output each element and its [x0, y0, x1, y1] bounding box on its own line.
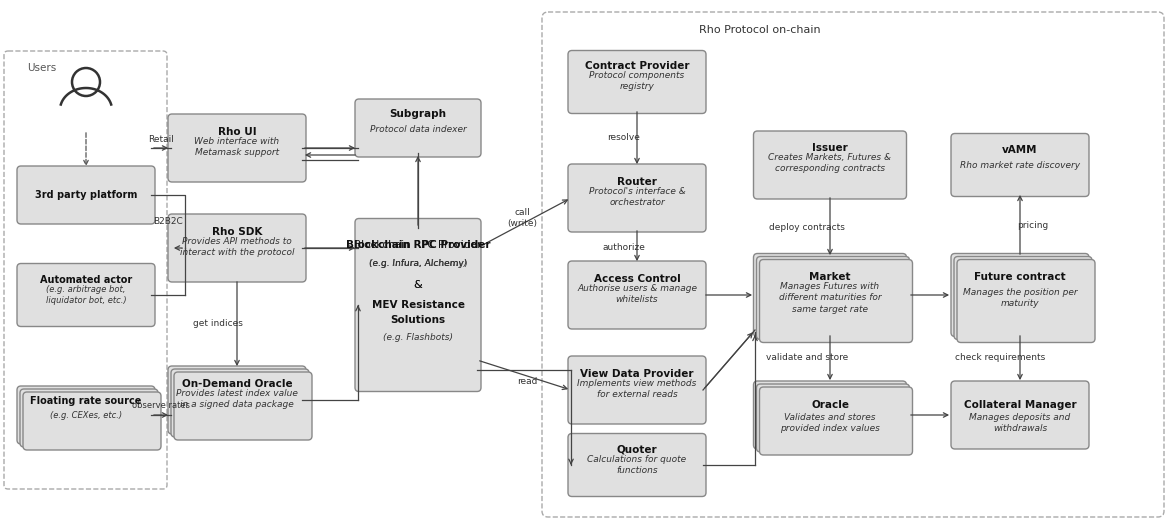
Text: call
(write): call (write)	[507, 208, 537, 228]
Text: Blockchain RPC Provider: Blockchain RPC Provider	[354, 240, 482, 250]
Text: Creates Markets, Futures &
corresponding contracts: Creates Markets, Futures & corresponding…	[769, 153, 892, 173]
Text: Rho SDK: Rho SDK	[212, 227, 263, 237]
Text: get indices: get indices	[193, 319, 243, 328]
Text: check requirements: check requirements	[955, 354, 1045, 363]
Text: authorize: authorize	[602, 242, 646, 251]
Text: (e.g. Infura, Alchemy): (e.g. Infura, Alchemy)	[369, 259, 468, 268]
Text: Manages the position per
maturity: Manages the position per maturity	[962, 288, 1077, 308]
FancyBboxPatch shape	[954, 257, 1092, 339]
Text: Automated actor: Automated actor	[40, 275, 132, 285]
Text: Rho market rate discovery: Rho market rate discovery	[960, 161, 1081, 170]
Text: Calculations for quote
functions: Calculations for quote functions	[587, 455, 687, 475]
Text: Oracle: Oracle	[811, 400, 849, 410]
Text: Rho UI: Rho UI	[218, 127, 257, 137]
Text: Implements view methods
for external reads: Implements view methods for external rea…	[578, 379, 696, 399]
Text: (e.g. arbitrage bot,
liquidator bot, etc.): (e.g. arbitrage bot, liquidator bot, etc…	[46, 285, 127, 305]
Text: vAMM: vAMM	[1002, 145, 1037, 155]
FancyBboxPatch shape	[759, 387, 913, 455]
Text: View Data Provider: View Data Provider	[580, 369, 694, 379]
FancyBboxPatch shape	[950, 381, 1089, 449]
Text: Retail: Retail	[148, 135, 173, 144]
Text: Quoter: Quoter	[616, 445, 657, 455]
Text: Future contract: Future contract	[974, 272, 1065, 282]
FancyBboxPatch shape	[23, 392, 161, 450]
Text: &: &	[414, 280, 422, 290]
Text: Web interface with
Metamask support: Web interface with Metamask support	[195, 137, 280, 157]
FancyBboxPatch shape	[171, 369, 309, 437]
Text: Market: Market	[809, 272, 851, 282]
Text: Blockchain RPC Provider: Blockchain RPC Provider	[346, 240, 490, 250]
Text: Router: Router	[618, 177, 657, 187]
Text: observe rates: observe rates	[132, 401, 190, 409]
FancyBboxPatch shape	[168, 214, 306, 282]
Text: (e.g. Infura, Alchemy): (e.g. Infura, Alchemy)	[369, 259, 468, 268]
FancyBboxPatch shape	[168, 366, 306, 434]
Text: &: &	[414, 280, 422, 290]
Text: (e.g. CEXes, etc.): (e.g. CEXes, etc.)	[50, 412, 122, 421]
Text: Manages Futures with
different maturities for
same target rate: Manages Futures with different maturitie…	[778, 282, 881, 314]
Text: Protocol's interface &
orchestrator: Protocol's interface & orchestrator	[588, 187, 686, 207]
Text: Issuer: Issuer	[812, 143, 847, 153]
FancyBboxPatch shape	[958, 259, 1095, 343]
Text: Contract Provider: Contract Provider	[585, 61, 689, 71]
FancyBboxPatch shape	[568, 434, 706, 496]
Text: Solutions: Solutions	[390, 315, 445, 325]
Text: deploy contracts: deploy contracts	[769, 222, 845, 231]
FancyBboxPatch shape	[950, 253, 1089, 337]
Text: Protocol data indexer: Protocol data indexer	[369, 124, 466, 133]
FancyBboxPatch shape	[568, 51, 706, 113]
Text: B2B2C: B2B2C	[154, 218, 183, 227]
FancyBboxPatch shape	[20, 389, 158, 447]
Text: On-Demand Oracle: On-Demand Oracle	[182, 379, 292, 389]
Text: pricing: pricing	[1017, 220, 1049, 229]
FancyBboxPatch shape	[754, 131, 906, 199]
FancyBboxPatch shape	[754, 253, 906, 337]
Text: Validates and stores
provided index values: Validates and stores provided index valu…	[781, 413, 880, 433]
Text: Access Control: Access Control	[594, 274, 681, 284]
Text: read: read	[517, 377, 537, 386]
Text: Floating rate source: Floating rate source	[30, 396, 142, 406]
Text: Provides latest index value
in a signed data package: Provides latest index value in a signed …	[176, 389, 298, 409]
Text: MEV Resistance: MEV Resistance	[372, 300, 464, 310]
Text: Manages deposits and
withdrawals: Manages deposits and withdrawals	[969, 413, 1071, 433]
Text: resolve: resolve	[607, 133, 640, 142]
Text: Rho Protocol on-chain: Rho Protocol on-chain	[700, 25, 820, 35]
FancyBboxPatch shape	[173, 372, 312, 440]
FancyBboxPatch shape	[568, 261, 706, 329]
FancyBboxPatch shape	[759, 259, 913, 343]
FancyBboxPatch shape	[756, 257, 909, 339]
Text: Authorise users & manage
whitelists: Authorise users & manage whitelists	[577, 284, 697, 304]
FancyBboxPatch shape	[950, 133, 1089, 197]
Text: Subgraph: Subgraph	[389, 109, 447, 119]
Text: validate and store: validate and store	[765, 354, 849, 363]
Text: Provides API methods to
interact with the protocol: Provides API methods to interact with th…	[179, 237, 294, 257]
FancyBboxPatch shape	[168, 114, 306, 182]
FancyBboxPatch shape	[355, 219, 481, 392]
FancyBboxPatch shape	[18, 386, 155, 444]
Text: Protocol components
registry: Protocol components registry	[590, 71, 684, 91]
FancyBboxPatch shape	[355, 99, 481, 157]
FancyBboxPatch shape	[756, 384, 909, 452]
FancyBboxPatch shape	[18, 166, 155, 224]
Text: Collateral Manager: Collateral Manager	[963, 400, 1076, 410]
Text: Users: Users	[27, 63, 56, 73]
Text: (e.g. Flashbots): (e.g. Flashbots)	[383, 334, 454, 343]
FancyBboxPatch shape	[568, 164, 706, 232]
Text: 3rd party platform: 3rd party platform	[35, 190, 137, 200]
FancyBboxPatch shape	[754, 381, 906, 449]
FancyBboxPatch shape	[568, 356, 706, 424]
FancyBboxPatch shape	[18, 264, 155, 327]
